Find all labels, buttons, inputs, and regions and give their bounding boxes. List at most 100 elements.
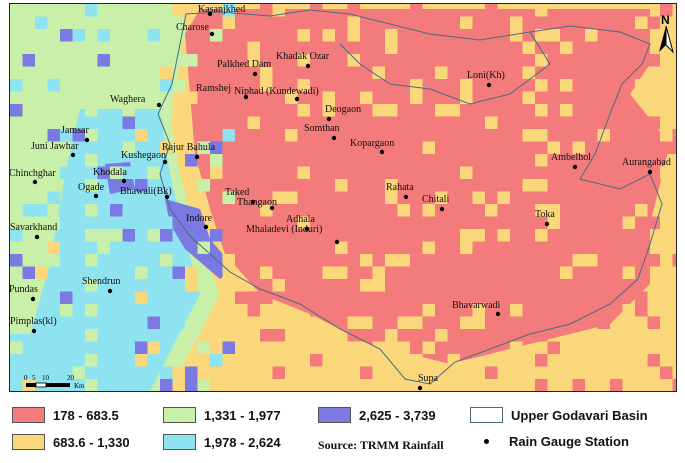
rainfall-grid-cell xyxy=(622,379,635,391)
rainfall-grid-cell xyxy=(60,129,73,142)
scale-tick-5: 5 xyxy=(32,374,36,382)
rainfall-grid-cell xyxy=(85,79,98,92)
rainfall-grid-cell xyxy=(447,354,460,367)
rainfall-grid-cell xyxy=(397,104,410,117)
rainfall-grid-cell xyxy=(97,29,110,42)
rainfall-grid-cell xyxy=(247,116,260,129)
rainfall-grid-cell xyxy=(185,366,198,379)
rainfall-grid-cell xyxy=(335,129,348,142)
rainfall-grid-cell xyxy=(297,54,310,67)
rainfall-grid-cell xyxy=(622,279,635,292)
rainfall-grid-cell xyxy=(547,204,560,217)
rainfall-grid-cell xyxy=(122,166,135,179)
rainfall-grid-cell xyxy=(622,229,635,242)
rain-gauge-dot xyxy=(93,193,99,199)
rainfall-grid-cell xyxy=(97,204,110,217)
rain-gauge-dot xyxy=(209,31,215,37)
rainfall-grid-cell xyxy=(672,129,676,142)
rainfall-grid-cell xyxy=(122,116,135,129)
rainfall-grid-cell xyxy=(210,141,223,154)
rainfall-grid-cell xyxy=(622,166,635,179)
rainfall-grid-cell xyxy=(460,241,473,254)
station-label: Toka xyxy=(535,209,555,220)
rainfall-grid-cell xyxy=(210,354,223,367)
rainfall-grid-cell xyxy=(472,154,485,167)
rainfall-grid-cell xyxy=(272,29,285,42)
rainfall-grid-cell xyxy=(197,141,210,154)
rainfall-grid-cell xyxy=(497,104,510,117)
rainfall-grid-cell xyxy=(97,241,110,254)
station-label: Loni(Kh) xyxy=(467,70,505,81)
rainfall-grid-cell xyxy=(72,129,85,142)
rainfall-grid-cell xyxy=(147,29,160,42)
rainfall-grid-cell xyxy=(485,241,498,254)
rain-gauge-dot xyxy=(194,154,200,160)
rainfall-grid-cell xyxy=(10,116,23,129)
rainfall-grid-cell xyxy=(210,154,223,167)
rainfall-grid-cell xyxy=(10,341,23,354)
rainfall-grid-cell xyxy=(535,304,548,317)
rainfall-grid-cell xyxy=(22,16,35,29)
rainfall-grid-cell xyxy=(285,366,298,379)
rainfall-grid-cell xyxy=(660,166,673,179)
rainfall-grid-cell xyxy=(460,79,473,92)
rainfall-grid-cell xyxy=(472,166,485,179)
rainfall-grid-cell xyxy=(447,254,460,267)
rainfall-grid-cell xyxy=(572,141,585,154)
legend-label-class4: 1,978 - 2,624 xyxy=(204,434,281,450)
rainfall-grid-cell xyxy=(285,254,298,267)
rainfall-grid-cell xyxy=(522,129,535,142)
rainfall-grid-cell xyxy=(297,104,310,117)
rainfall-map: Kasanjkhed Charose Khadak Ozar Palkhed Dam R… xyxy=(9,3,677,392)
rainfall-grid-cell xyxy=(435,329,448,342)
rainfall-grid-cell xyxy=(147,341,160,354)
rainfall-grid-cell xyxy=(622,204,635,217)
rainfall-grid-cell xyxy=(672,379,676,391)
rainfall-grid-cell xyxy=(522,279,535,292)
rainfall-grid-cell xyxy=(422,204,435,217)
rainfall-grid-cell xyxy=(235,141,248,154)
rainfall-grid-cell xyxy=(535,104,548,117)
rainfall-grid-cell xyxy=(522,179,535,192)
legend-item-gauge: Rain Gauge Station xyxy=(470,434,629,449)
rainfall-grid-cell xyxy=(522,41,535,54)
rainfall-grid-cell xyxy=(385,104,398,117)
rainfall-grid-cell xyxy=(260,4,273,17)
legend-label-class1: 178 - 683.5 xyxy=(53,407,119,423)
rainfall-grid-cell xyxy=(310,354,323,367)
rainfall-grid-cell xyxy=(85,29,98,42)
rain-gauge-dot xyxy=(70,152,76,158)
rainfall-grid-cell xyxy=(172,316,185,329)
rainfall-grid-cell xyxy=(135,291,148,304)
rainfall-grid-cell xyxy=(160,66,173,79)
rainfall-grid-cell xyxy=(322,304,335,317)
rainfall-grid-cell xyxy=(35,204,48,217)
rainfall-grid-cell xyxy=(272,279,285,292)
rainfall-grid-cell xyxy=(60,304,73,317)
rainfall-grid-cell xyxy=(660,254,673,267)
rainfall-grid-cell xyxy=(322,266,335,279)
rainfall-grid-cell xyxy=(135,341,148,354)
rainfall-grid-cell xyxy=(385,179,398,192)
rainfall-grid-cell xyxy=(147,229,160,242)
rainfall-grid-cell xyxy=(372,279,385,292)
rainfall-grid-cell xyxy=(647,154,660,167)
rainfall-grid-cell xyxy=(285,91,298,104)
rainfall-grid-cell xyxy=(560,79,573,92)
rainfall-grid-cell xyxy=(260,329,273,342)
rainfall-grid-cell xyxy=(372,66,385,79)
rainfall-grid-cell xyxy=(110,204,123,217)
rainfall-grid-cell xyxy=(22,129,35,142)
station-label: Kopargaon xyxy=(350,138,394,149)
rainfall-grid-cell xyxy=(60,291,73,304)
rainfall-grid-cell xyxy=(447,41,460,54)
rainfall-grid-cell xyxy=(297,216,310,229)
rainfall-grid-cell xyxy=(547,66,560,79)
rainfall-grid-cell xyxy=(435,304,448,317)
rainfall-grid-cell xyxy=(622,66,635,79)
legend-label-class2: 683.6 - 1,330 xyxy=(53,434,130,450)
rainfall-grid-cell xyxy=(335,179,348,192)
rainfall-grid-cell xyxy=(297,166,310,179)
rainfall-grid-cell xyxy=(172,366,185,379)
rainfall-grid-cell xyxy=(447,291,460,304)
